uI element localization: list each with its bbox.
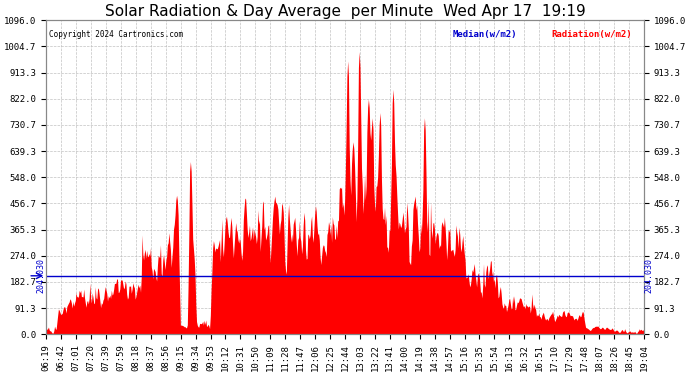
Text: Median(w/m2): Median(w/m2) [453,30,517,39]
Title: Solar Radiation & Day Average  per Minute  Wed Apr 17  19:19: Solar Radiation & Day Average per Minute… [105,4,585,19]
Text: 204.030: 204.030 [644,258,653,293]
Text: Radiation(w/m2): Radiation(w/m2) [551,30,632,39]
Text: 204.030: 204.030 [37,258,46,293]
Text: Copyright 2024 Cartronics.com: Copyright 2024 Cartronics.com [49,30,184,39]
